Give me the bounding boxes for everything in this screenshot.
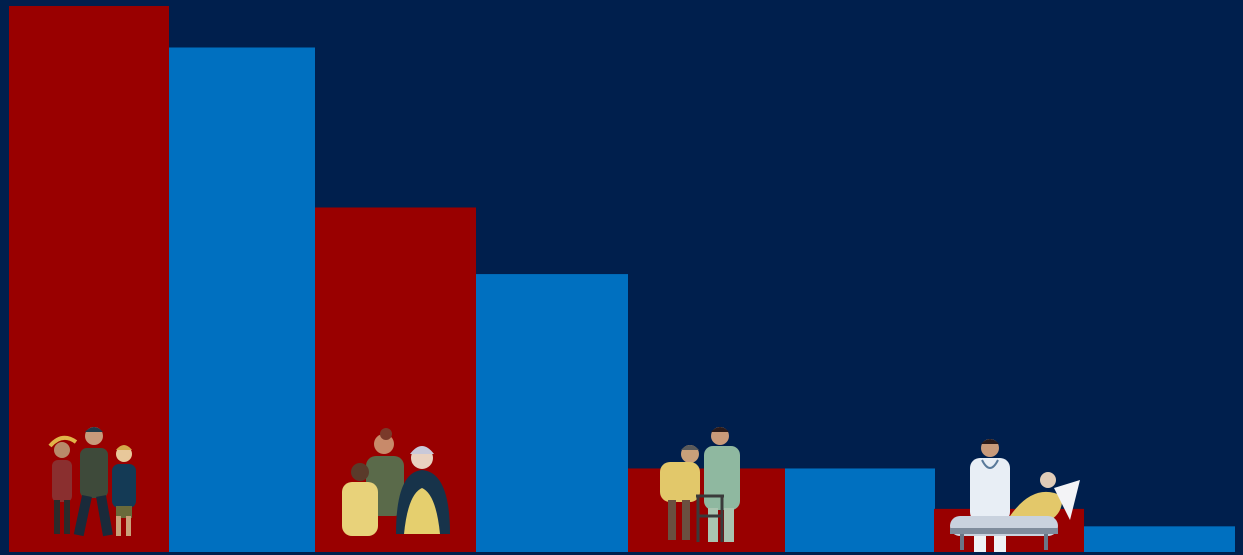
blue-bar-2 [476, 274, 628, 552]
icons-layer [48, 427, 1080, 552]
blue-bar-1 [169, 47, 315, 552]
caregiver-walker-icon [660, 427, 740, 542]
blue-bar-4 [1084, 526, 1235, 552]
nurse-patient-bed-icon [950, 439, 1080, 552]
family-icon [342, 428, 450, 536]
people-group-icon [48, 427, 136, 537]
bars-layer [9, 6, 1235, 552]
blue-bar-3 [785, 468, 935, 552]
